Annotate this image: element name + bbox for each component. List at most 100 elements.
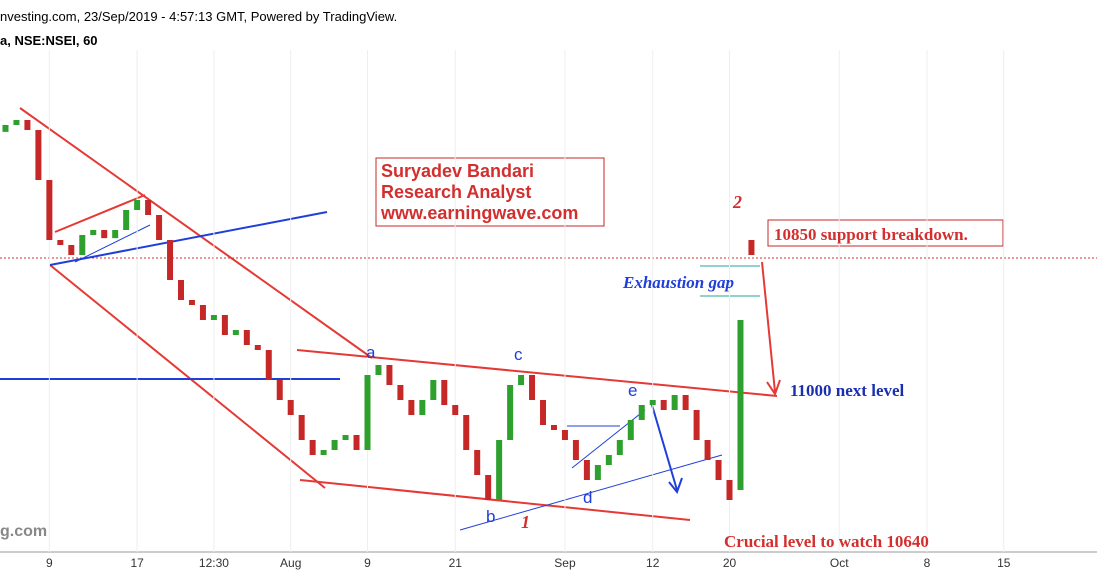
wave-label: b <box>486 507 495 526</box>
x-tick-label: Sep <box>554 556 576 570</box>
candle <box>320 450 327 455</box>
candle <box>243 330 250 345</box>
candle <box>309 440 316 455</box>
candle <box>550 425 557 430</box>
candle <box>441 380 448 405</box>
candle <box>572 440 579 460</box>
candle <box>188 300 195 305</box>
annotation: Exhaustion gap <box>622 273 734 292</box>
candle <box>353 435 360 450</box>
candle <box>167 240 174 280</box>
candle <box>265 350 272 380</box>
candle <box>68 245 75 255</box>
wave-label: 1 <box>521 512 530 532</box>
candle <box>79 235 86 255</box>
label-box <box>767 219 1004 247</box>
candle <box>627 420 634 440</box>
x-tick-label: 20 <box>723 556 737 570</box>
candle <box>134 200 141 210</box>
candle <box>386 365 393 385</box>
candle <box>430 380 437 400</box>
candle <box>638 405 645 420</box>
candle <box>2 125 9 132</box>
candle <box>210 315 217 320</box>
source: nvesting.com, 23/Sep/2019 - 4:57:13 GMT,… <box>0 9 397 24</box>
candle <box>529 375 536 400</box>
candle <box>24 120 31 130</box>
candle <box>616 440 623 455</box>
annotation: Crucial level to watch 10640 <box>724 532 929 551</box>
x-tick-label: 12 <box>646 556 660 570</box>
box-text: www.earningwave.com <box>380 203 578 223</box>
annotation: 11000 next level <box>790 381 905 400</box>
candle <box>583 460 590 480</box>
arrow <box>761 261 781 397</box>
candle <box>232 330 239 335</box>
candle <box>156 215 163 240</box>
candle <box>375 365 382 375</box>
candle <box>408 400 415 415</box>
candle <box>704 440 711 460</box>
trend-line <box>299 479 691 521</box>
candle <box>101 230 108 239</box>
x-tick-label: 21 <box>449 556 463 570</box>
candle <box>561 430 568 440</box>
candle <box>199 305 206 320</box>
wave-label: e <box>628 381 637 400</box>
candle <box>605 455 612 465</box>
candle <box>682 395 689 410</box>
candle <box>485 475 492 500</box>
candle <box>594 465 601 480</box>
candle <box>342 435 349 440</box>
candle <box>463 415 470 450</box>
trend-line <box>571 409 646 469</box>
candle <box>726 480 733 500</box>
candle <box>178 280 185 300</box>
candle <box>90 230 97 235</box>
candle <box>13 120 20 125</box>
wave-label: a <box>366 343 376 362</box>
candle <box>287 400 294 415</box>
wave-label: d <box>583 488 592 507</box>
x-tick-label: Oct <box>830 556 849 570</box>
candle <box>693 410 700 440</box>
trend-line <box>296 349 778 397</box>
candle <box>452 405 459 415</box>
candle <box>331 440 338 450</box>
watermark: g.com <box>0 523 47 540</box>
candle <box>57 240 64 245</box>
candle <box>649 400 656 405</box>
chart-title: a, NSE:NSEI, 60 <box>0 33 98 48</box>
candle <box>540 400 547 425</box>
x-tick-label: 9 <box>46 556 53 570</box>
candle <box>145 200 152 215</box>
x-tick-label: 17 <box>130 556 144 570</box>
x-tick-label: 8 <box>924 556 931 570</box>
x-tick-label: Aug <box>280 556 301 570</box>
wave-label: 2 <box>732 192 742 212</box>
x-tick-label: 9 <box>364 556 371 570</box>
x-tick-label: 15 <box>997 556 1011 570</box>
trend-line <box>459 454 723 531</box>
box-text: Research Analyst <box>381 182 531 202</box>
candle <box>419 400 426 415</box>
candle <box>46 180 53 240</box>
candle <box>123 210 130 230</box>
arrow <box>651 404 683 495</box>
candle <box>496 440 503 500</box>
candle <box>221 315 228 335</box>
candle <box>715 460 722 480</box>
box-text: Suryadev Bandari <box>381 161 534 181</box>
candle <box>276 380 283 400</box>
candle <box>737 320 744 490</box>
candle <box>112 230 119 239</box>
trend-line <box>54 194 146 233</box>
trend-line <box>49 211 328 266</box>
candle <box>518 375 525 385</box>
trend-line <box>19 107 373 359</box>
candle <box>748 240 755 255</box>
x-tick-label: 12:30 <box>199 556 229 570</box>
candle <box>507 385 514 440</box>
candle <box>671 395 678 410</box>
